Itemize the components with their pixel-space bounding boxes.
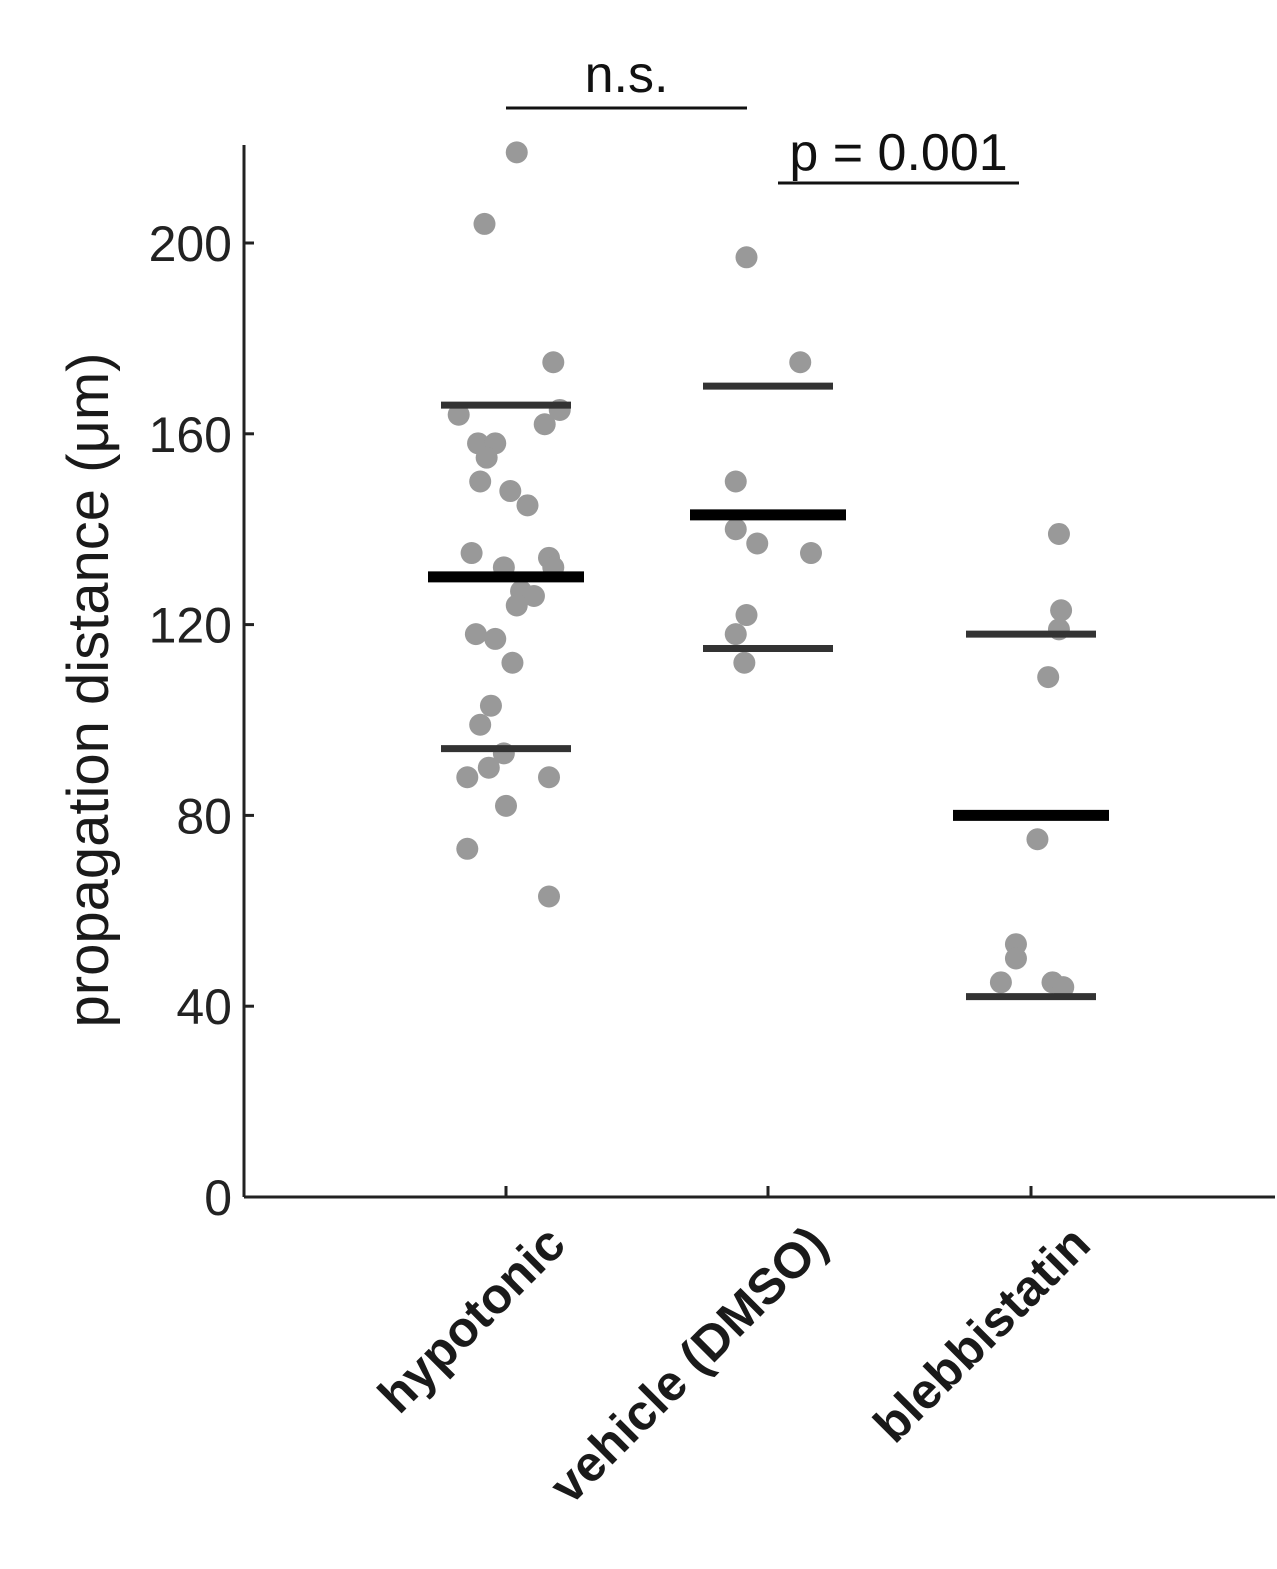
data-point (724, 518, 747, 541)
data-point (473, 212, 496, 235)
significance-annotations: n.s. p = 0.001 (506, 46, 1019, 185)
data-point (1052, 976, 1075, 999)
data-point (733, 651, 756, 674)
data-point (501, 651, 524, 674)
data-point (469, 713, 492, 736)
data-point (460, 542, 483, 565)
data-point (989, 971, 1012, 994)
y-tick-label: 160 (149, 407, 232, 463)
data-point (505, 594, 528, 617)
data-point (495, 794, 517, 817)
y-tick-label: 40 (176, 979, 232, 1035)
data-point (1004, 947, 1027, 970)
axes (242, 145, 1275, 1199)
significance-label: p = 0.001 (789, 124, 1007, 182)
data-point (484, 627, 507, 650)
y-axis-label: propagation distance (μm) (56, 353, 121, 1028)
data-point (522, 584, 545, 607)
data-point (499, 480, 522, 503)
data-point (1026, 828, 1049, 851)
data-point (735, 604, 758, 627)
data-point (464, 623, 487, 646)
data-point (456, 837, 479, 860)
data-point (533, 413, 556, 436)
data-point (724, 470, 747, 493)
data-point (475, 446, 498, 469)
x-tick-label: vehicle (DMSO) (539, 1215, 838, 1514)
data-point (505, 141, 528, 164)
data-point (447, 403, 470, 426)
data-point (542, 351, 565, 374)
y-tick-label: 80 (176, 788, 232, 844)
data-point (538, 766, 560, 789)
data-point (456, 766, 479, 789)
data-point (746, 532, 769, 555)
data-points (447, 141, 1075, 999)
y-tick-label: 120 (149, 598, 232, 654)
data-point (1037, 666, 1060, 689)
data-point (1050, 599, 1073, 622)
significance-label: n.s. (585, 46, 669, 104)
data-point (538, 885, 560, 908)
data-point (789, 351, 812, 374)
data-point (800, 542, 822, 565)
data-point (735, 246, 758, 269)
y-tick-label: 0 (204, 1170, 232, 1226)
data-point (479, 694, 502, 717)
data-point (516, 494, 539, 517)
data-point (1047, 522, 1070, 545)
y-tick-label: 200 (149, 216, 232, 272)
summary-lines (428, 382, 1109, 1001)
x-tick-label: blebbistatin (863, 1215, 1101, 1453)
data-point (469, 470, 492, 493)
data-point (477, 756, 500, 779)
data-point (724, 623, 747, 646)
x-tick-label: hypotonic (367, 1215, 576, 1424)
